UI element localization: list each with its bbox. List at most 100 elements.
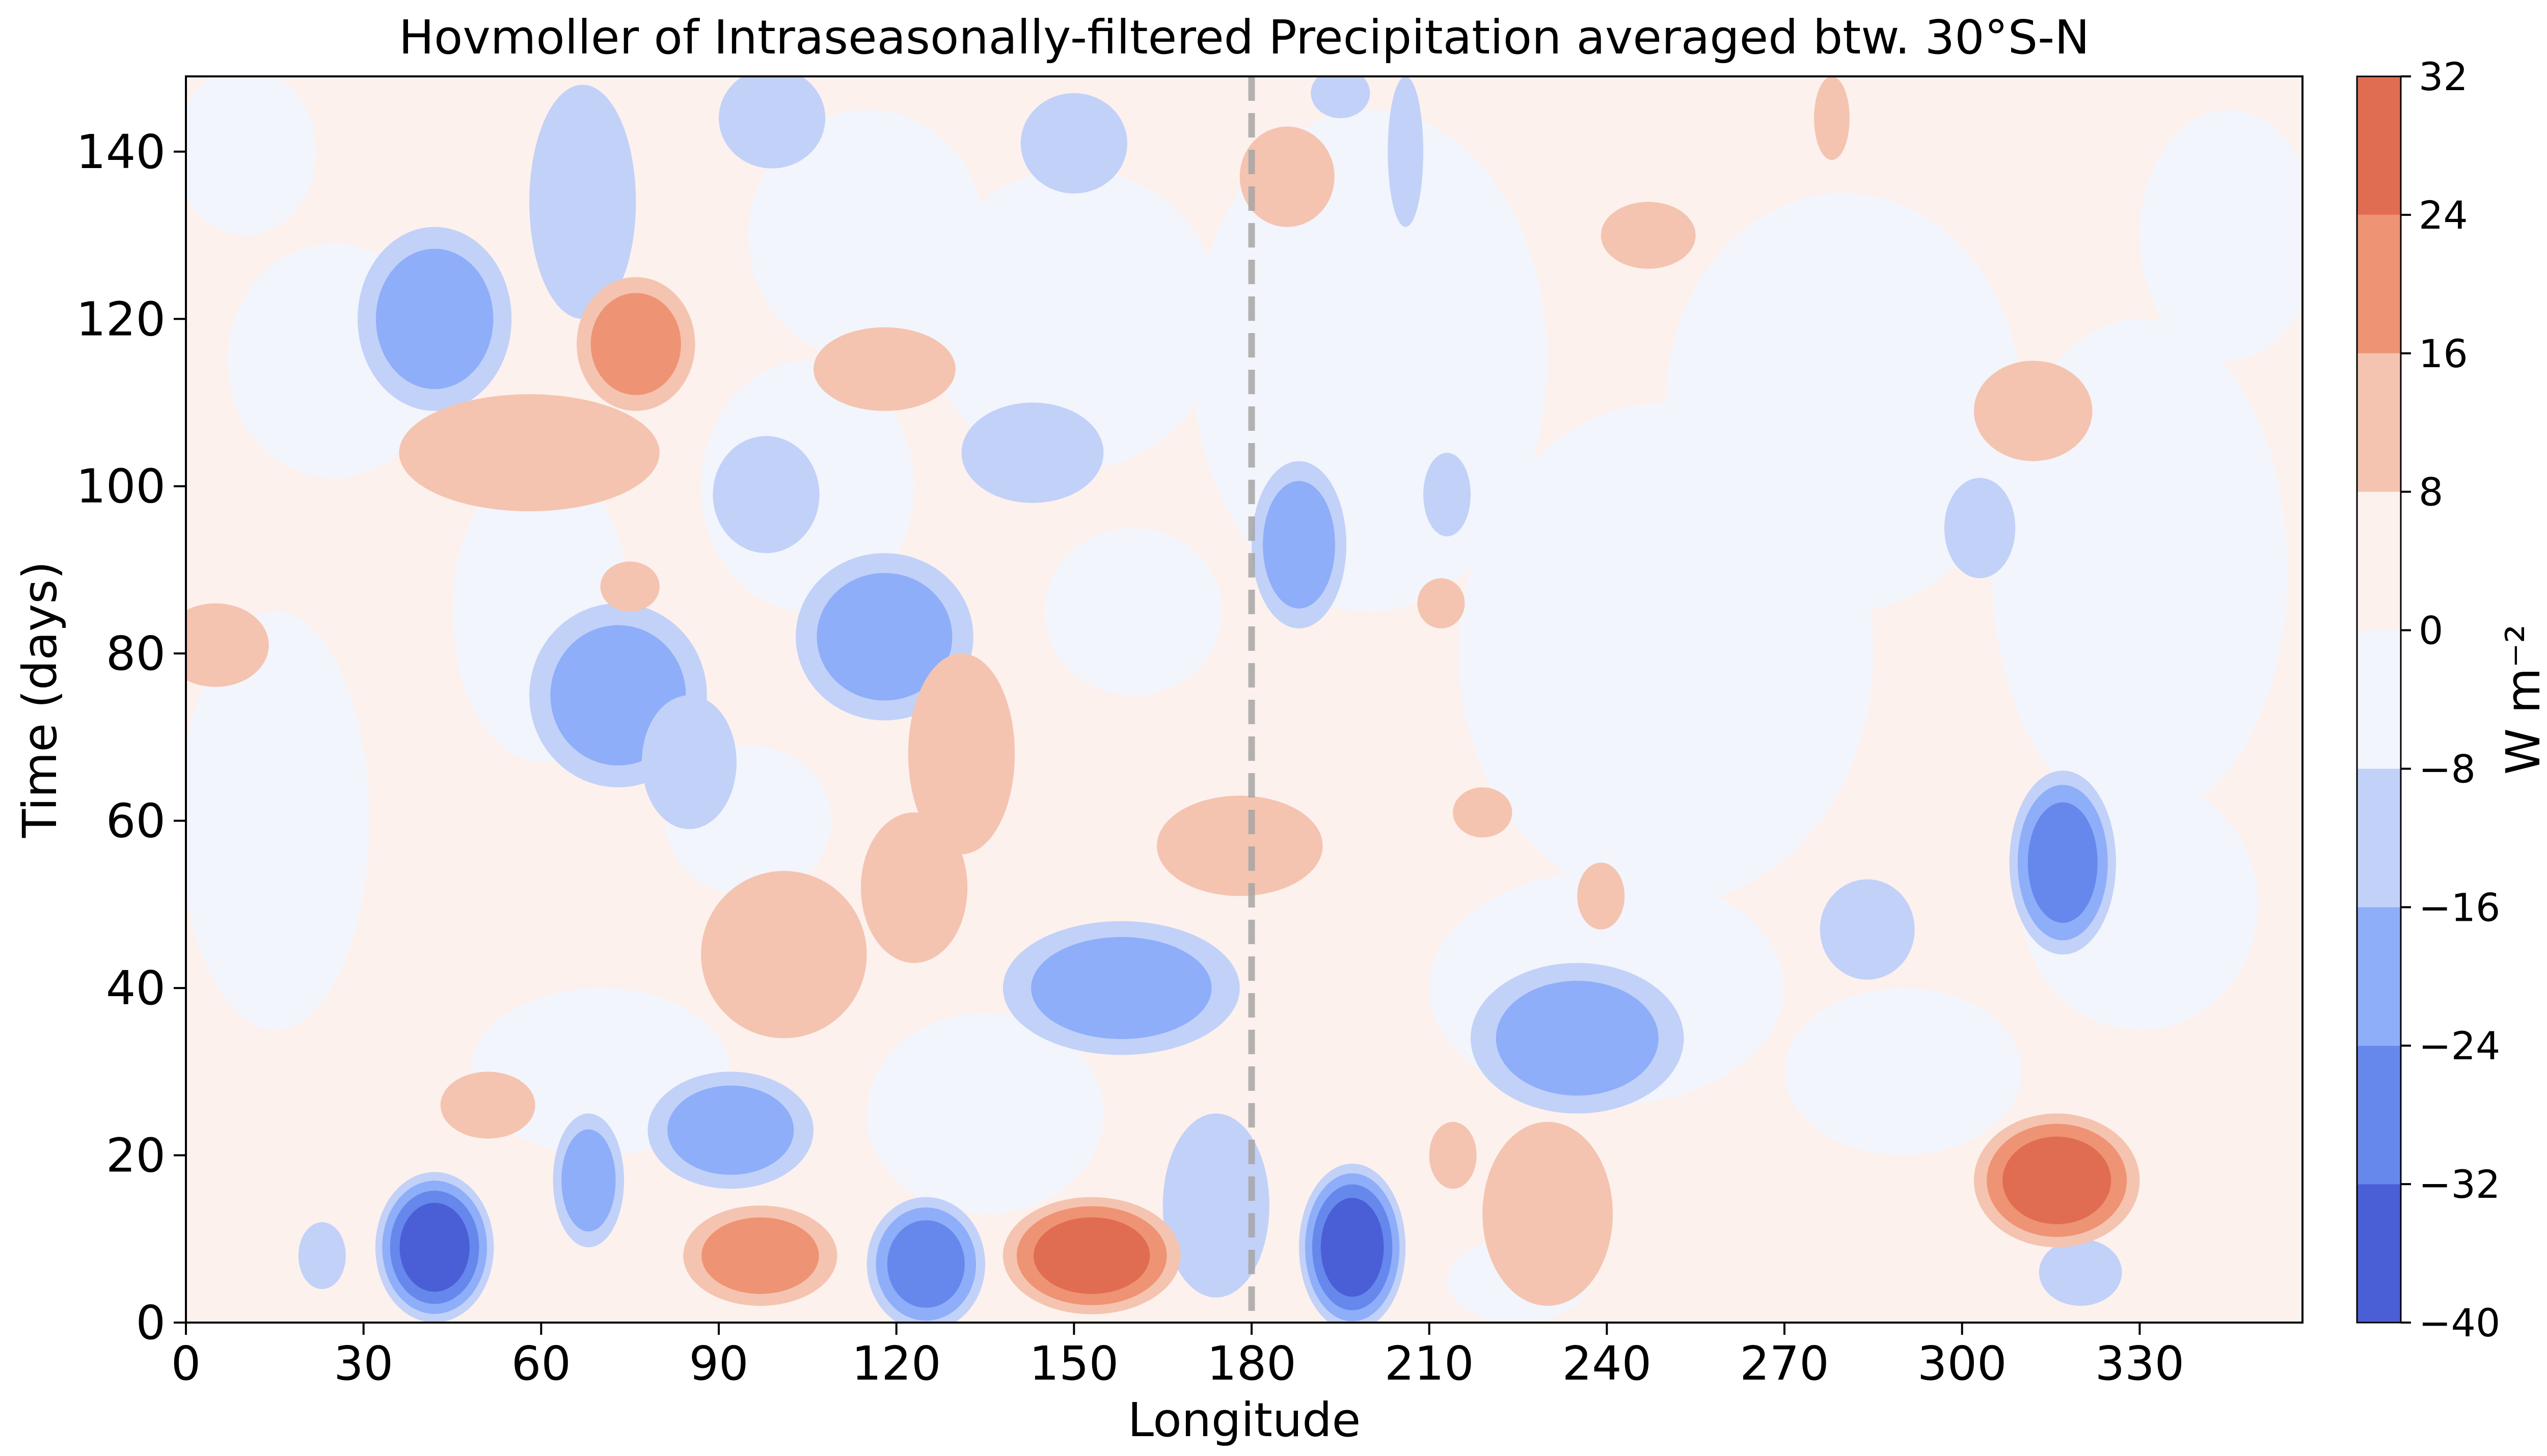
colorbar-tick-label: 24	[2419, 193, 2468, 238]
colorbar-segment	[2357, 907, 2401, 1046]
anomaly-blob	[1311, 76, 1370, 119]
anomaly-blob	[1973, 361, 2093, 461]
anomaly-blob	[683, 1205, 837, 1306]
x-tick-label: 330	[2095, 1336, 2185, 1391]
anomaly-blob	[1577, 862, 1625, 930]
anomaly-contour	[186, 603, 269, 687]
anomaly-contour	[399, 394, 660, 511]
anomaly-contour	[375, 249, 494, 390]
anomaly-contour	[1423, 453, 1471, 537]
anomaly-contour	[529, 85, 636, 319]
anomaly-blob	[1429, 1121, 1477, 1189]
anomaly-blob	[1453, 787, 1512, 838]
colorbar-tick-label: 16	[2419, 331, 2468, 376]
anomaly-blob	[553, 1113, 625, 1248]
anomaly-blob	[529, 85, 636, 319]
anomaly-blob	[1002, 921, 1240, 1055]
anomaly-contour	[2002, 1136, 2111, 1224]
colorbar-tick-label: −8	[2419, 746, 2476, 791]
anomaly-contour	[1239, 126, 1335, 227]
weak-negative-region-3	[866, 1013, 1104, 1214]
anomaly-contour	[440, 1072, 535, 1139]
weak-negative-region-4	[926, 168, 1222, 470]
anomaly-blob	[1601, 202, 1696, 269]
chart-title: Hovmoller of Intraseasonally-filtered Pr…	[399, 10, 2090, 65]
anomaly-blob	[866, 1197, 985, 1323]
colorbar-tick-label: −40	[2419, 1300, 2500, 1345]
anomaly-contour	[701, 871, 867, 1038]
anomaly-blob	[358, 227, 512, 411]
anomaly-contour	[713, 436, 820, 554]
colorbar-tick-label: 0	[2419, 608, 2443, 653]
colorbar-segment	[2357, 491, 2401, 630]
colorbar-segment	[2357, 214, 2401, 353]
anomaly-contour	[701, 1217, 819, 1294]
x-tick-label: 240	[1562, 1336, 1652, 1391]
x-tick-label: 30	[334, 1336, 393, 1391]
y-tick-label: 60	[106, 794, 166, 848]
weak-negative-region-0	[186, 612, 370, 1030]
anomaly-contour	[1482, 1121, 1613, 1306]
anomaly-contour	[1453, 787, 1512, 838]
colorbar-segment	[2357, 630, 2401, 769]
anomaly-blob	[641, 695, 737, 830]
plot-border	[185, 75, 2304, 1324]
anomaly-contour	[399, 1202, 470, 1292]
x-tick-label: 60	[511, 1336, 571, 1391]
x-tick-label: 120	[852, 1336, 941, 1391]
anomaly-contour	[1320, 1198, 1384, 1297]
anomaly-blob	[1157, 795, 1323, 896]
anomaly-blob	[1814, 76, 1850, 160]
anomaly-blob	[2039, 1239, 2122, 1306]
x-tick-label: 210	[1385, 1336, 1474, 1391]
anomaly-blob	[860, 812, 968, 963]
anomaly-contour	[1020, 93, 1127, 194]
anomaly-contour	[1311, 76, 1370, 119]
colorbar-segment	[2357, 353, 2401, 492]
anomaly-contour	[600, 561, 660, 612]
x-tick-label: 180	[1207, 1336, 1296, 1391]
anomaly-contour	[590, 293, 681, 395]
colorbar-tick-label: 32	[2419, 54, 2468, 99]
anomaly-blob	[600, 561, 660, 612]
plot-frame	[185, 75, 2304, 1324]
colorbar-border	[2356, 75, 2402, 1324]
contour-field	[186, 76, 2302, 1323]
anomaly-blob	[577, 277, 695, 411]
anomaly-contour	[1417, 578, 1465, 628]
anomaly-blob	[1471, 963, 1684, 1114]
colorbar: −40 −32 −24 −16 −8 0 8 16 24 32	[2356, 54, 2500, 1345]
anomaly-blob	[719, 76, 826, 169]
anomaly-contour	[1429, 1121, 1477, 1189]
anomaly-blob	[1482, 1121, 1613, 1306]
anomaly-blob	[440, 1072, 535, 1139]
colorbar-tick-label: −24	[2419, 1023, 2500, 1068]
anomaly-blob	[1388, 76, 1424, 227]
x-tick-label: 150	[1029, 1336, 1119, 1391]
anomaly-contour	[908, 653, 1015, 855]
anomaly-contour	[561, 1129, 616, 1231]
anomaly-contour	[1034, 1217, 1150, 1294]
anomaly-contour	[2027, 802, 2098, 923]
anomaly-blob	[961, 402, 1104, 503]
anomaly-blob	[1252, 461, 1346, 628]
anomaly-blob	[1944, 478, 2016, 579]
anomaly-blob	[701, 871, 867, 1038]
anomaly-contour	[1162, 1113, 1269, 1298]
anomaly-contour	[641, 695, 737, 830]
anomaly-blob	[713, 436, 820, 554]
y-tick-label: 40	[106, 961, 166, 1015]
anomaly-blob	[399, 394, 660, 511]
anomaly-contour	[813, 327, 956, 411]
colorbar-segment	[2357, 76, 2401, 215]
anomaly-blob	[1020, 93, 1127, 194]
y-tick-label: 80	[106, 626, 166, 681]
anomaly-contour	[1496, 980, 1659, 1096]
anomaly-blob	[2009, 771, 2116, 955]
anomaly-blob	[647, 1072, 814, 1189]
anomaly-contour	[887, 1220, 965, 1308]
anomaly-blob	[908, 653, 1015, 855]
anomaly-contour	[2039, 1239, 2122, 1306]
